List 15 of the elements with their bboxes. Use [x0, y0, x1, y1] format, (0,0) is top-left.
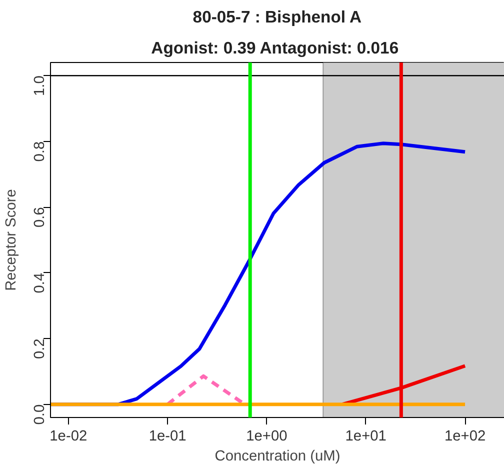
y-tick-label: 0.8 — [32, 141, 48, 162]
x-tick-label: 1e-02 — [50, 428, 88, 444]
x-axis-title: Concentration (uM) — [214, 448, 340, 464]
x-tick-label: 1e+01 — [345, 428, 386, 444]
chart-title: 80-05-7 : Bisphenol A — [192, 8, 362, 26]
y-tick-label: 1.0 — [32, 76, 48, 96]
x-tick-label: 1e-01 — [148, 428, 186, 444]
y-tick-label: 0.0 — [32, 404, 48, 425]
x-tick-label: 1e+00 — [246, 428, 288, 444]
y-tick-label: 0.2 — [32, 338, 48, 359]
chart-subtitle: Agonist: 0.39 Antagonist: 0.016 — [151, 38, 399, 58]
y-tick-label: 0.6 — [32, 207, 48, 228]
x-tick-label: 1e+02 — [444, 428, 486, 444]
y-axis-title: Receptor Score — [4, 189, 20, 291]
y-tick-label: 0.4 — [32, 272, 48, 294]
